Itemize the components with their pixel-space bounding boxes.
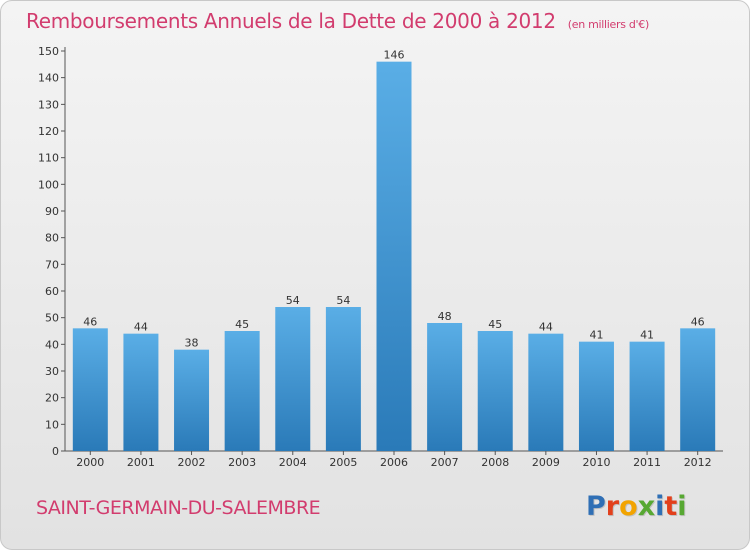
proxiti-logo: Proxiti	[586, 491, 687, 522]
x-tick-label: 2009	[532, 456, 560, 469]
y-tick-label: 40	[45, 338, 59, 351]
x-tick-label: 2001	[127, 456, 155, 469]
logo-letter: o	[619, 491, 638, 522]
bar	[325, 307, 361, 451]
logo-letter: i	[677, 491, 687, 522]
logo-letter: i	[655, 491, 665, 522]
bar	[224, 331, 260, 451]
data-label: 44	[539, 321, 553, 334]
x-tick-label: 2000	[76, 456, 104, 469]
data-label: 45	[488, 318, 502, 331]
bar	[174, 349, 210, 451]
y-tick-label: 100	[38, 178, 59, 191]
y-tick-label: 70	[45, 258, 59, 271]
x-tick-label: 2012	[684, 456, 712, 469]
chart-subtitle: (en milliers d'€)	[567, 18, 649, 31]
x-tick-label: 2004	[279, 456, 307, 469]
bar	[578, 341, 614, 451]
bar	[528, 333, 564, 451]
chart-bars	[72, 61, 716, 452]
y-tick-label: 140	[38, 72, 59, 85]
x-tick-label: 2005	[329, 456, 357, 469]
y-tick-label: 20	[45, 392, 59, 405]
chart-axes: 0 10 20 30 40 50 60 70 80 90 100 110 120 130 140 150	[38, 45, 723, 458]
y-tick-label: 0	[52, 445, 59, 458]
bar	[275, 307, 311, 451]
data-label: 38	[185, 337, 199, 350]
bar	[629, 341, 665, 451]
y-tick-label: 30	[45, 365, 59, 378]
logo-letter: t	[664, 491, 678, 522]
y-tick-label: 130	[38, 98, 59, 111]
chart-title: Remboursements Annuels de la Dette de 20…	[26, 9, 649, 33]
data-label: 41	[589, 329, 603, 342]
data-label: 44	[134, 321, 148, 334]
y-tick-label: 10	[45, 418, 59, 431]
bar	[477, 331, 513, 451]
y-tick-label: 90	[45, 205, 59, 218]
commune-name: SAINT-GERMAIN-DU-SALEMBRE	[36, 497, 321, 519]
x-tick-label: 2003	[228, 456, 256, 469]
y-tick-label: 80	[45, 232, 59, 245]
data-label: 48	[438, 310, 452, 323]
bar	[680, 328, 716, 451]
y-tick-label: 150	[38, 45, 59, 58]
x-tick-label: 2006	[380, 456, 408, 469]
data-label: 54	[336, 294, 350, 307]
logo-letter: P	[586, 491, 606, 522]
x-tick-label: 2007	[431, 456, 459, 469]
data-label: 41	[640, 329, 654, 342]
data-label: 146	[384, 49, 405, 62]
data-label: 45	[235, 318, 249, 331]
data-label: 54	[286, 294, 300, 307]
y-tick-label: 120	[38, 125, 59, 138]
bar	[72, 328, 108, 451]
bar	[376, 61, 412, 452]
logo-letter: x	[637, 491, 656, 522]
y-tick-label: 60	[45, 285, 59, 298]
bar	[427, 323, 463, 451]
x-tick-label: 2008	[481, 456, 509, 469]
data-label: 46	[691, 315, 705, 328]
x-tick-label: 2010	[582, 456, 610, 469]
bar	[123, 333, 159, 451]
chart-labels: 2000 46 2001 44 2002 38 2003 45 2004 54 2005 54 2006…	[76, 49, 711, 469]
x-tick-label: 2002	[178, 456, 206, 469]
data-label: 46	[83, 315, 97, 328]
chart-title-text: Remboursements Annuels de la Dette de 20…	[26, 9, 556, 33]
logo-letter: r	[605, 491, 620, 522]
y-tick-label: 50	[45, 312, 59, 325]
x-tick-label: 2011	[633, 456, 661, 469]
y-tick-label: 110	[38, 152, 59, 165]
